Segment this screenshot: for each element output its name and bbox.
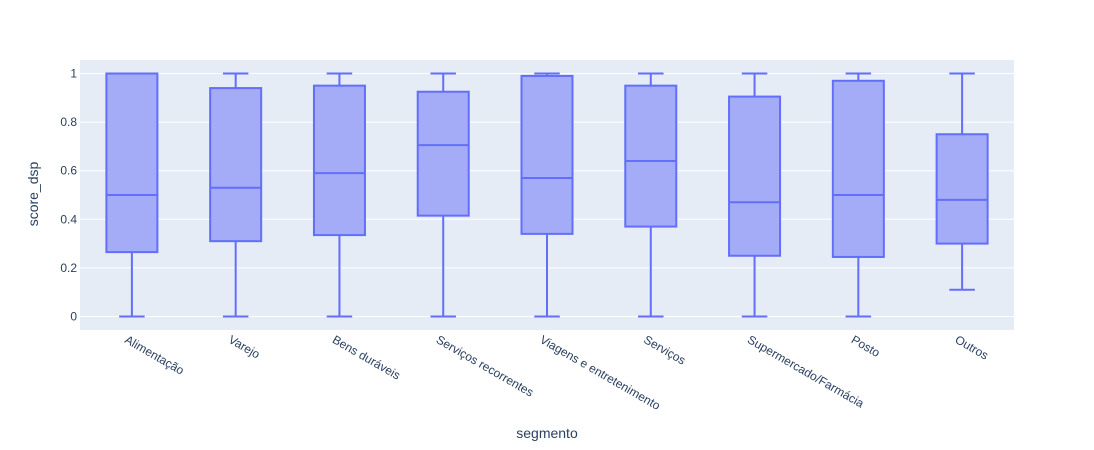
box-4 — [416, 72, 470, 318]
x-tick-label: Varejo — [226, 332, 263, 361]
y-axis: 0 0.2 0.4 0.6 0.8 1 — [60, 67, 77, 324]
box-8 — [831, 72, 885, 318]
y-tick-label: 0.8 — [60, 115, 77, 129]
x-tick-label: Bens duráveis — [330, 332, 403, 382]
box-1 — [105, 72, 159, 318]
box-9 — [935, 72, 989, 291]
y-tick-label: 1 — [70, 67, 77, 81]
box-iqr — [624, 84, 678, 228]
box-iqr — [209, 87, 263, 243]
box-2 — [209, 72, 263, 318]
x-tick-label: Alimentação — [122, 332, 186, 377]
box-7 — [728, 72, 782, 318]
box-iqr — [312, 84, 366, 237]
x-axis-title: segmento — [516, 425, 578, 441]
box-iqr — [728, 95, 782, 257]
x-tick-label: Outros — [953, 332, 991, 362]
box-iqr — [105, 72, 159, 254]
y-tick-label: 0.6 — [60, 164, 77, 178]
box-5 — [520, 72, 574, 318]
box-iqr — [935, 133, 989, 245]
box-iqr — [520, 74, 574, 235]
y-tick-label: 0 — [70, 310, 77, 324]
box-6 — [624, 72, 678, 318]
y-tick-label: 0.4 — [60, 212, 77, 226]
x-axis: Alimentação Varejo Bens duráveis Serviços r… — [122, 332, 990, 413]
box-iqr — [831, 79, 885, 258]
box-3 — [312, 72, 366, 318]
box-iqr — [416, 90, 470, 217]
y-axis-title: score_dsp — [25, 161, 41, 226]
x-tick-label: Serviços — [641, 332, 688, 367]
boxes — [105, 72, 989, 318]
x-tick-label: Serviços recorrentes — [434, 332, 536, 399]
y-tick-label: 0.2 — [60, 261, 77, 275]
x-tick-label: Posto — [849, 332, 883, 360]
